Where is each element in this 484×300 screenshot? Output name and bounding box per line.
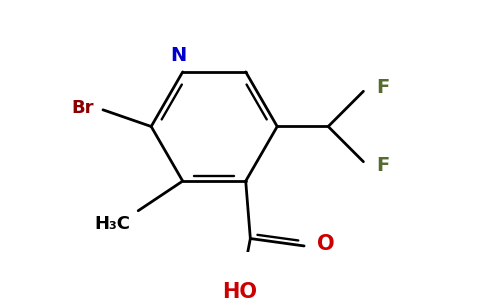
- Text: F: F: [377, 78, 390, 97]
- Text: O: O: [317, 234, 335, 254]
- Text: N: N: [170, 46, 186, 65]
- Text: F: F: [377, 156, 390, 175]
- Text: H₃C: H₃C: [95, 215, 131, 233]
- Text: HO: HO: [222, 282, 257, 300]
- Text: Br: Br: [71, 99, 94, 117]
